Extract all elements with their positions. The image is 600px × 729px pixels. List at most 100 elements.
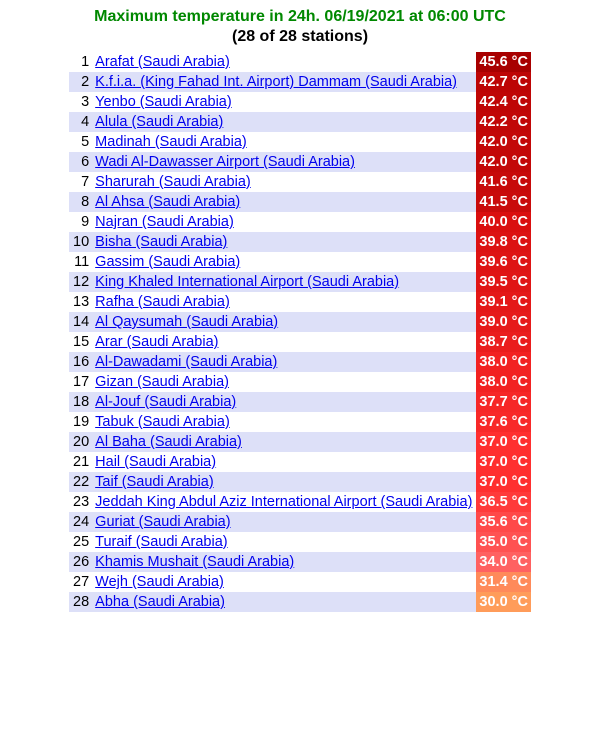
table-row: 17Gizan (Saudi Arabia) 38.0 °C <box>69 372 531 392</box>
station-link[interactable]: Najran (Saudi Arabia) <box>95 214 234 230</box>
station-cell: Wadi Al-Dawasser Airport (Saudi Arabia) <box>91 152 476 172</box>
station-cell: Gizan (Saudi Arabia) <box>91 372 476 392</box>
station-cell: Al Ahsa (Saudi Arabia) <box>91 192 476 212</box>
station-link[interactable]: Yenbo (Saudi Arabia) <box>95 94 232 110</box>
station-link[interactable]: Guriat (Saudi Arabia) <box>95 514 230 530</box>
station-link[interactable]: Abha (Saudi Arabia) <box>95 594 225 610</box>
table-row: 3Yenbo (Saudi Arabia)42.4 °C <box>69 92 531 112</box>
temp-cell: 35.0 °C <box>476 532 531 552</box>
rank-cell: 6 <box>69 152 91 172</box>
station-link[interactable]: Taif (Saudi Arabia) <box>95 474 213 490</box>
temp-cell: 37.6 °C <box>476 412 531 432</box>
station-link[interactable]: Hail (Saudi Arabia) <box>95 454 216 470</box>
table-row: 23Jeddah King Abdul Aziz International A… <box>69 492 531 512</box>
page-title: Maximum temperature in 24h. 06/19/2021 a… <box>8 8 592 26</box>
station-link[interactable]: Arar (Saudi Arabia) <box>95 334 218 350</box>
station-link[interactable]: King Khaled International Airport (Saudi… <box>95 274 399 290</box>
temp-cell: 39.0 °C <box>476 312 531 332</box>
temp-cell: 39.8 °C <box>476 232 531 252</box>
station-cell: Najran (Saudi Arabia) <box>91 212 476 232</box>
station-cell: Bisha (Saudi Arabia) <box>91 232 476 252</box>
station-link[interactable]: Sharurah (Saudi Arabia) <box>95 174 251 190</box>
temp-cell: 42.7 °C <box>476 72 531 92</box>
rank-cell: 13 <box>69 292 91 312</box>
station-link[interactable]: Bisha (Saudi Arabia) <box>95 234 227 250</box>
station-cell: Taif (Saudi Arabia) <box>91 472 476 492</box>
station-cell: Sharurah (Saudi Arabia) <box>91 172 476 192</box>
station-cell: Arafat (Saudi Arabia) <box>91 52 476 72</box>
station-cell: Al-Jouf (Saudi Arabia) <box>91 392 476 412</box>
rank-cell: 15 <box>69 332 91 352</box>
station-link[interactable]: K.f.i.a. (King Fahad Int. Airport) Damma… <box>95 74 457 90</box>
table-row: 7Sharurah (Saudi Arabia) 41.6 °C <box>69 172 531 192</box>
station-link[interactable]: Tabuk (Saudi Arabia) <box>95 414 230 430</box>
temp-cell: 37.7 °C <box>476 392 531 412</box>
station-link[interactable]: Wadi Al-Dawasser Airport (Saudi Arabia) <box>95 154 355 170</box>
table-row: 19Tabuk (Saudi Arabia)37.6 °C <box>69 412 531 432</box>
station-cell: Al Baha (Saudi Arabia) <box>91 432 476 452</box>
station-link[interactable]: Gizan (Saudi Arabia) <box>95 374 229 390</box>
temp-cell: 30.0 °C <box>476 592 531 612</box>
temp-cell: 41.6 °C <box>476 172 531 192</box>
temp-cell: 42.4 °C <box>476 92 531 112</box>
temp-cell: 42.0 °C <box>476 132 531 152</box>
table-row: 8Al Ahsa (Saudi Arabia)41.5 °C <box>69 192 531 212</box>
table-row: 18Al-Jouf (Saudi Arabia) 37.7 °C <box>69 392 531 412</box>
temp-cell: 42.2 °C <box>476 112 531 132</box>
rank-cell: 8 <box>69 192 91 212</box>
rank-cell: 10 <box>69 232 91 252</box>
temp-cell: 38.0 °C <box>476 372 531 392</box>
table-row: 4Alula (Saudi Arabia) 42.2 °C <box>69 112 531 132</box>
table-row: 16Al-Dawadami (Saudi Arabia) 38.0 °C <box>69 352 531 372</box>
rank-cell: 17 <box>69 372 91 392</box>
table-row: 24Guriat (Saudi Arabia)35.6 °C <box>69 512 531 532</box>
station-cell: Turaif (Saudi Arabia) <box>91 532 476 552</box>
station-link[interactable]: Al Baha (Saudi Arabia) <box>95 434 242 450</box>
table-row: 12King Khaled International Airport (Sau… <box>69 272 531 292</box>
rank-cell: 18 <box>69 392 91 412</box>
table-row: 13Rafha (Saudi Arabia) 39.1 °C <box>69 292 531 312</box>
rank-cell: 16 <box>69 352 91 372</box>
station-link[interactable]: Al-Jouf (Saudi Arabia) <box>95 394 236 410</box>
temp-cell: 42.0 °C <box>476 152 531 172</box>
station-link[interactable]: Turaif (Saudi Arabia) <box>95 534 227 550</box>
station-link[interactable]: Gassim (Saudi Arabia) <box>95 254 240 270</box>
rank-cell: 9 <box>69 212 91 232</box>
rank-cell: 27 <box>69 572 91 592</box>
table-row: 15Arar (Saudi Arabia)38.7 °C <box>69 332 531 352</box>
station-link[interactable]: Madinah (Saudi Arabia) <box>95 134 247 150</box>
table-row: 20Al Baha (Saudi Arabia)37.0 °C <box>69 432 531 452</box>
table-row: 27Wejh (Saudi Arabia) 31.4 °C <box>69 572 531 592</box>
station-link[interactable]: Al Qaysumah (Saudi Arabia) <box>95 314 278 330</box>
table-row: 28Abha (Saudi Arabia)30.0 °C <box>69 592 531 612</box>
station-cell: Madinah (Saudi Arabia) <box>91 132 476 152</box>
station-link[interactable]: Al-Dawadami (Saudi Arabia) <box>95 354 277 370</box>
station-cell: Al Qaysumah (Saudi Arabia) <box>91 312 476 332</box>
table-row: 14Al Qaysumah (Saudi Arabia)39.0 °C <box>69 312 531 332</box>
temp-cell: 31.4 °C <box>476 572 531 592</box>
station-cell: Alula (Saudi Arabia) <box>91 112 476 132</box>
table-row: 22Taif (Saudi Arabia)37.0 °C <box>69 472 531 492</box>
station-link[interactable]: Al Ahsa (Saudi Arabia) <box>95 194 240 210</box>
temp-cell: 38.0 °C <box>476 352 531 372</box>
rank-cell: 7 <box>69 172 91 192</box>
station-link[interactable]: Jeddah King Abdul Aziz International Air… <box>95 494 472 510</box>
station-link[interactable]: Arafat (Saudi Arabia) <box>95 54 230 70</box>
rank-cell: 5 <box>69 132 91 152</box>
temp-cell: 40.0 °C <box>476 212 531 232</box>
station-cell: Arar (Saudi Arabia) <box>91 332 476 352</box>
table-row: 10Bisha (Saudi Arabia) 39.8 °C <box>69 232 531 252</box>
station-cell: Guriat (Saudi Arabia) <box>91 512 476 532</box>
station-link[interactable]: Wejh (Saudi Arabia) <box>95 574 224 590</box>
rank-cell: 24 <box>69 512 91 532</box>
station-cell: Wejh (Saudi Arabia) <box>91 572 476 592</box>
table-row: 21Hail (Saudi Arabia)37.0 °C <box>69 452 531 472</box>
table-row: 11Gassim (Saudi Arabia)39.6 °C <box>69 252 531 272</box>
temp-cell: 39.1 °C <box>476 292 531 312</box>
rank-cell: 4 <box>69 112 91 132</box>
station-link[interactable]: Khamis Mushait (Saudi Arabia) <box>95 554 294 570</box>
table-row: 2K.f.i.a. (King Fahad Int. Airport) Damm… <box>69 72 531 92</box>
station-link[interactable]: Rafha (Saudi Arabia) <box>95 294 230 310</box>
station-link[interactable]: Alula (Saudi Arabia) <box>95 114 223 130</box>
station-cell: K.f.i.a. (King Fahad Int. Airport) Damma… <box>91 72 476 92</box>
